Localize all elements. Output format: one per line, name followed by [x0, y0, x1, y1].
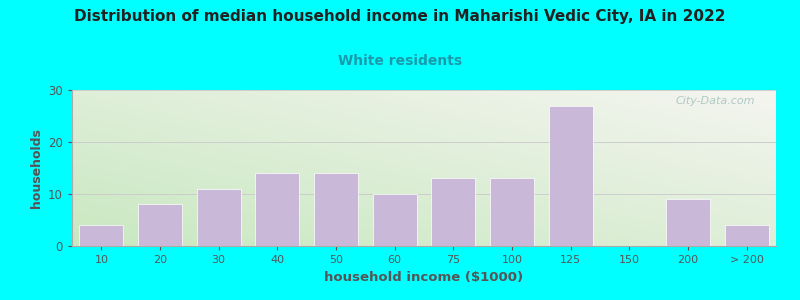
Bar: [79, 225, 123, 246]
Bar: [725, 225, 769, 246]
Bar: [549, 106, 593, 246]
Bar: [373, 194, 417, 246]
Bar: [255, 173, 299, 246]
Bar: [197, 189, 241, 246]
Text: Distribution of median household income in Maharishi Vedic City, IA in 2022: Distribution of median household income …: [74, 9, 726, 24]
Text: City-Data.com: City-Data.com: [675, 96, 755, 106]
Y-axis label: households: households: [30, 128, 42, 208]
Bar: [138, 204, 182, 246]
Text: White residents: White residents: [338, 54, 462, 68]
X-axis label: household income ($1000): household income ($1000): [325, 271, 523, 284]
Bar: [431, 178, 475, 246]
Bar: [490, 178, 534, 246]
Bar: [666, 199, 710, 246]
Bar: [314, 173, 358, 246]
